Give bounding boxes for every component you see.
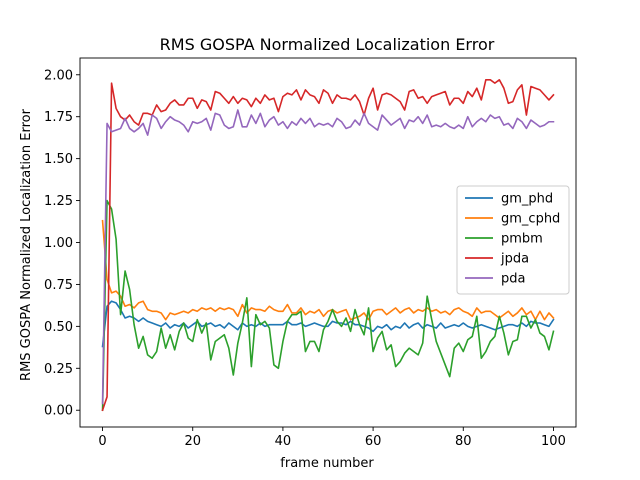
x-tick-label: 40 <box>275 434 292 449</box>
plot-area: 0 20 40 60 80 100 0.00 0.25 0.50 0.75 1.00 1.25 1.50… <box>44 57 577 449</box>
y-tick-label: 1.75 <box>44 110 73 125</box>
legend-label-pda: pda <box>501 272 525 287</box>
y-tick-label: 2.00 <box>44 68 73 83</box>
x-tick-label: 80 <box>455 434 472 449</box>
series-line-pmbm <box>101 199 555 412</box>
x-tick-label: 60 <box>365 434 382 449</box>
y-tick-label: 0.50 <box>44 320 73 335</box>
series-line-pda <box>101 109 555 405</box>
legend-label-gm_phd: gm_phd <box>501 192 553 207</box>
y-tick-label: 0.00 <box>44 404 73 419</box>
y-tick-label: 0.25 <box>44 362 73 377</box>
x-tick-label: 100 <box>541 434 566 449</box>
legend-label-jpda: jpda <box>500 252 529 267</box>
series-line-jpda <box>101 79 555 412</box>
x-tick-label: 0 <box>98 434 106 449</box>
y-tick-label: 1.25 <box>44 194 73 209</box>
y-tick-label: 1.00 <box>44 236 73 251</box>
legend-box <box>456 185 570 295</box>
chart-title: RMS GOSPA Normalized Localization Error <box>160 35 495 54</box>
x-axis-label: frame number <box>280 456 374 471</box>
legend-label-pmbm: pmbm <box>501 232 543 247</box>
y-tick-label: 1.50 <box>44 152 73 167</box>
legend-label-gm_cphd: gm_cphd <box>501 212 560 227</box>
series-line-gm_cphd <box>101 219 555 321</box>
y-axis-label: RMS GOSPA Normalized Localization Error <box>19 108 34 381</box>
y-tick-label: 0.75 <box>44 278 73 293</box>
x-tick-label: 20 <box>184 434 201 449</box>
